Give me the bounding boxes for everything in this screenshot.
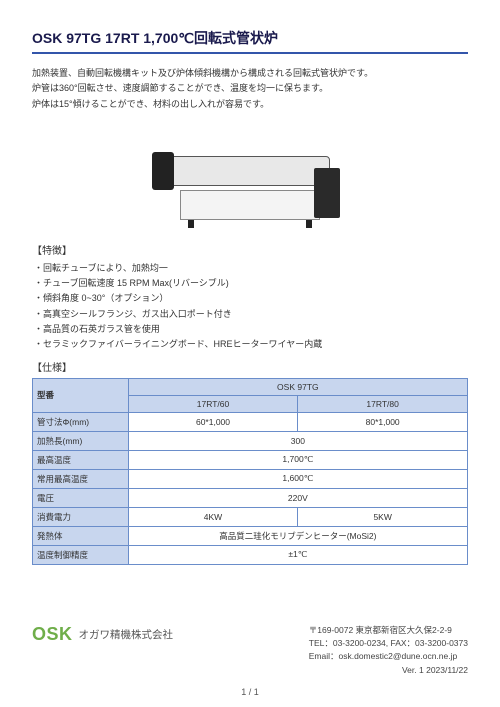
feature-item: 高真空シールフランジ、ガス出入口ポート付き (34, 307, 468, 322)
logo-mark: OSK (32, 624, 73, 645)
feature-item: 高品質の石英ガラス管を使用 (34, 322, 468, 337)
col-model-group: OSK 97TG (128, 378, 467, 395)
spec-cell: 高品質二珪化モリブデンヒーター(MoSi2) (128, 526, 467, 545)
spec-row-label: 電圧 (33, 488, 129, 507)
table-row: 型番 OSK 97TG (33, 378, 468, 395)
spec-cell: 1,600℃ (128, 469, 467, 488)
spec-cell: ±1℃ (128, 545, 467, 564)
machine-base (180, 190, 320, 220)
feature-item: 回転チューブにより、加熱均一 (34, 261, 468, 276)
machine-tube (160, 156, 330, 186)
spec-label: 【仕様】 (32, 359, 468, 374)
spec-table: 型番 OSK 97TG 17RT/60 17RT/80 管寸法Φ(mm) 60*… (32, 378, 468, 565)
table-row: 発熱体 高品質二珪化モリブデンヒーター(MoSi2) (33, 526, 468, 545)
spec-row-label: 温度制御精度 (33, 545, 129, 564)
feature-item: セラミックファイバーライニングボード、HREヒーターワイヤー内蔵 (34, 337, 468, 352)
spec-row-label: 加熱長(mm) (33, 431, 129, 450)
col-model-label: 型番 (33, 378, 129, 412)
spec-cell: 60*1,000 (128, 412, 298, 431)
table-row: 温度制御精度 ±1℃ (33, 545, 468, 564)
tel-fax: TEL：03-3200-0234, FAX：03-3200-0373 (309, 637, 468, 650)
table-row: 最高温度 1,700℃ (33, 450, 468, 469)
spec-row-label: 最高温度 (33, 450, 129, 469)
feature-item: チューブ回転速度 15 RPM Max(リバーシブル) (34, 276, 468, 291)
model-variant: 17RT/60 (128, 395, 298, 412)
company-name: オガワ精機株式会社 (79, 627, 174, 642)
machine-endcap (152, 152, 174, 190)
spec-row-label: 管寸法Φ(mm) (33, 412, 129, 431)
version: Ver. 1 2023/11/22 (309, 664, 468, 677)
table-row: 加熱長(mm) 300 (33, 431, 468, 450)
table-row: 管寸法Φ(mm) 60*1,000 80*1,000 (33, 412, 468, 431)
address: 〒169-0072 東京都新宿区大久保2-2-9 (309, 624, 468, 637)
spec-cell: 80*1,000 (298, 412, 468, 431)
contact-block: 〒169-0072 東京都新宿区大久保2-2-9 TEL：03-3200-023… (309, 624, 468, 677)
description: 加熱装置、自動回転機構キット及び炉体傾斜機構から構成される回転式管状炉です。 炉… (32, 66, 468, 112)
spec-row-label: 常用最高温度 (33, 469, 129, 488)
table-row: 電圧 220V (33, 488, 468, 507)
spec-cell: 300 (128, 431, 467, 450)
page-title: OSK 97TG 17RT 1,700℃回転式管状炉 (32, 28, 468, 54)
spec-row-label: 発熱体 (33, 526, 129, 545)
feature-item: 傾斜角度 0~30°（オプション） (34, 291, 468, 306)
spec-cell: 1,700℃ (128, 450, 467, 469)
description-line: 加熱装置、自動回転機構キット及び炉体傾斜機構から構成される回転式管状炉です。 (32, 66, 468, 81)
email: Email：osk.domestic2@dune.ocn.ne.jp (309, 650, 468, 663)
machine-leg (306, 220, 312, 228)
machine-leg (188, 220, 194, 228)
table-row: 常用最高温度 1,600℃ (33, 469, 468, 488)
product-image (150, 120, 350, 230)
description-line: 炉管は360°回転させ、速度調節することができ、温度を均一に保ちます。 (32, 81, 468, 96)
machine-control-panel (314, 168, 340, 218)
model-variant: 17RT/80 (298, 395, 468, 412)
company-logo: OSK オガワ精機株式会社 (32, 624, 173, 645)
table-row: 消費電力 4KW 5KW (33, 507, 468, 526)
spec-cell: 220V (128, 488, 467, 507)
spec-row-label: 消費電力 (33, 507, 129, 526)
spec-cell: 4KW (128, 507, 298, 526)
spec-cell: 5KW (298, 507, 468, 526)
footer: OSK オガワ精機株式会社 〒169-0072 東京都新宿区大久保2-2-9 T… (32, 624, 468, 677)
features-label: 【特徴】 (32, 242, 468, 257)
features-list: 回転チューブにより、加熱均一 チューブ回転速度 15 RPM Max(リバーシブ… (32, 261, 468, 353)
page-number: 1 / 1 (0, 687, 500, 697)
description-line: 炉体は15°傾けることができ、材料の出し入れが容易です。 (32, 97, 468, 112)
